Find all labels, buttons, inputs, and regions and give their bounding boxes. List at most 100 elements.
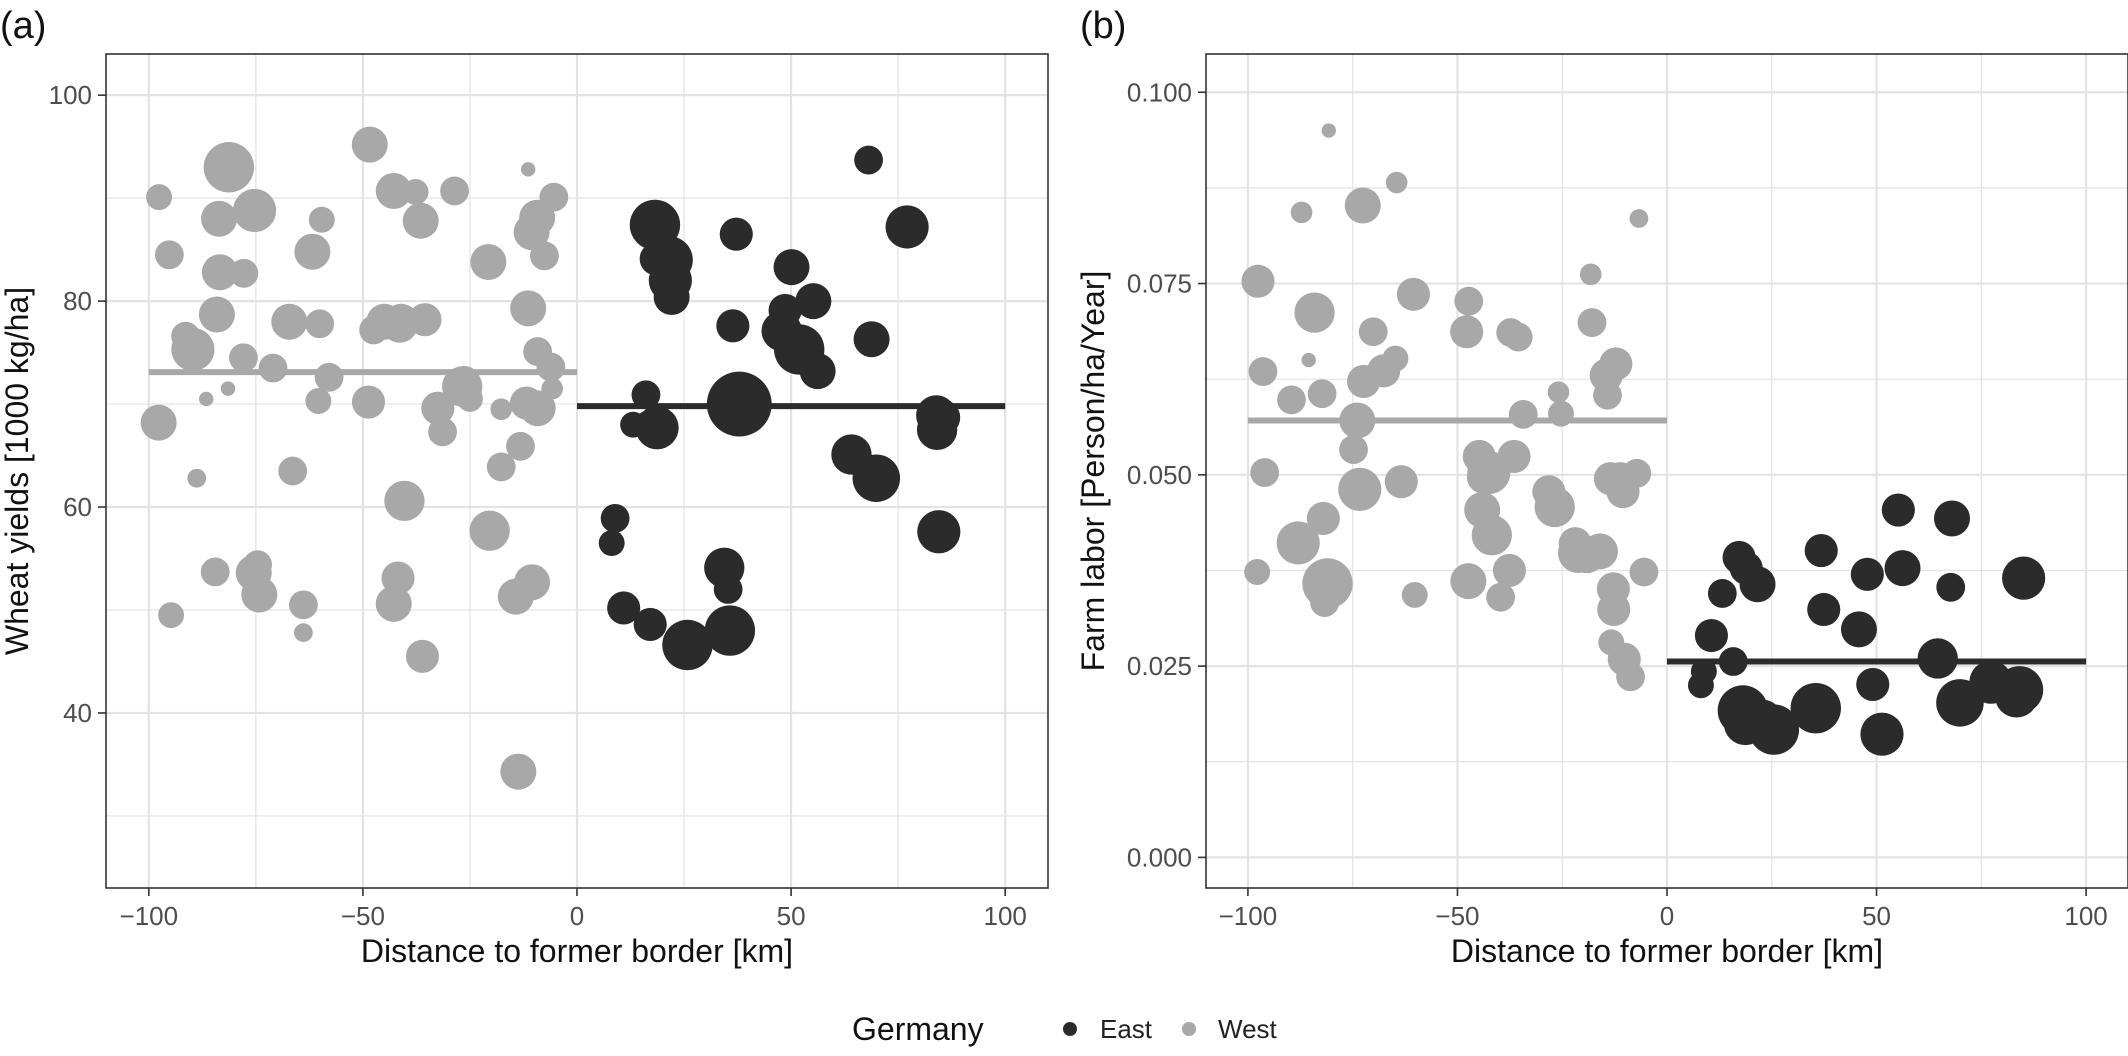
point-west bbox=[220, 381, 236, 396]
point-east bbox=[716, 309, 750, 343]
point-west bbox=[271, 303, 308, 340]
point-west bbox=[200, 557, 230, 587]
point-east bbox=[653, 278, 690, 315]
point-east bbox=[1694, 618, 1728, 653]
x-tick-label: 100 bbox=[983, 901, 1026, 931]
y-axis-b: 0.000 0.025 0.050 0.075 0.100 bbox=[1127, 77, 1206, 872]
point-west bbox=[308, 206, 335, 233]
point-west bbox=[510, 290, 547, 327]
point-west bbox=[1276, 521, 1320, 565]
point-east bbox=[635, 406, 679, 450]
point-west bbox=[514, 564, 551, 601]
y-tick-label: 0.000 bbox=[1127, 842, 1192, 872]
point-east bbox=[1917, 638, 1958, 679]
point-west bbox=[1450, 315, 1484, 349]
y-tick-label: 0.050 bbox=[1127, 460, 1192, 490]
y-axis-title-a: Wheat yields [1000 kg/ha] bbox=[0, 287, 35, 655]
point-west bbox=[305, 309, 335, 339]
point-west bbox=[1382, 345, 1409, 372]
point-west bbox=[1385, 171, 1408, 194]
x-tick-label: 50 bbox=[1862, 901, 1891, 931]
point-west bbox=[1358, 317, 1388, 347]
point-west bbox=[1454, 286, 1484, 316]
point-east bbox=[773, 249, 810, 286]
x-tick-label: −100 bbox=[1219, 901, 1278, 931]
point-west bbox=[198, 296, 235, 333]
y-tick-label: 80 bbox=[63, 286, 92, 316]
point-west bbox=[1471, 515, 1512, 556]
point-west bbox=[241, 576, 278, 613]
point-west bbox=[258, 353, 288, 383]
point-east bbox=[1995, 666, 2044, 714]
y-axis-a: 40 60 80 100 bbox=[49, 80, 106, 728]
point-east bbox=[854, 145, 883, 175]
point-west bbox=[1384, 465, 1418, 499]
x-axis-b: −100 −50 0 50 100 bbox=[1219, 888, 2108, 931]
panel-a: (a) −100 −50 0 50 100 40 60 80 100 Distance to … bbox=[0, 5, 1049, 969]
point-west bbox=[154, 240, 184, 270]
point-west bbox=[351, 385, 386, 419]
point-east bbox=[1718, 647, 1748, 676]
point-west bbox=[1579, 263, 1602, 286]
point-east bbox=[600, 503, 630, 533]
point-west bbox=[1497, 439, 1531, 474]
point-west bbox=[198, 391, 214, 407]
y-axis-title-b: Farm labor [Person/ha/Year] bbox=[1075, 271, 1111, 672]
point-west bbox=[402, 179, 429, 205]
point-east bbox=[713, 575, 743, 604]
point-east bbox=[1860, 712, 1904, 756]
point-east bbox=[719, 217, 753, 251]
point-west bbox=[294, 233, 331, 270]
point-east bbox=[917, 510, 961, 554]
point-west bbox=[140, 404, 177, 441]
x-tick-label: −50 bbox=[1435, 901, 1479, 931]
point-west bbox=[1547, 381, 1570, 403]
point-west bbox=[1290, 201, 1313, 224]
point-west bbox=[232, 188, 277, 233]
point-east bbox=[2002, 556, 2046, 600]
point-west bbox=[1250, 458, 1280, 487]
point-east bbox=[1840, 611, 1877, 648]
panel-b: (b) −100 −50 0 50 100 0.0000.0250.0500.0750.… bbox=[1075, 5, 2128, 969]
point-east bbox=[1790, 682, 1841, 734]
point-east bbox=[1748, 704, 1800, 755]
point-east bbox=[704, 605, 756, 656]
y-tick-label: 0.100 bbox=[1127, 77, 1192, 107]
point-east bbox=[1707, 579, 1737, 608]
point-west bbox=[375, 585, 412, 622]
x-tick-label: 0 bbox=[1660, 901, 1674, 931]
point-west bbox=[1577, 308, 1607, 337]
point-west bbox=[1508, 399, 1538, 429]
point-west bbox=[158, 602, 185, 629]
point-west bbox=[1492, 553, 1526, 588]
point-west bbox=[1503, 322, 1533, 352]
point-west bbox=[1401, 581, 1428, 608]
point-west bbox=[288, 590, 318, 620]
point-west bbox=[402, 202, 439, 239]
legend-east-swatch bbox=[1063, 1022, 1077, 1036]
legend-east-label: East bbox=[1100, 1014, 1153, 1044]
point-east bbox=[768, 293, 802, 327]
point-west bbox=[530, 241, 559, 271]
x-tick-label: 100 bbox=[2064, 901, 2107, 931]
point-east bbox=[607, 591, 641, 625]
point-west bbox=[187, 468, 207, 488]
point-west bbox=[1344, 187, 1381, 224]
x-axis-title-b: Distance to former border [km] bbox=[1451, 933, 1883, 969]
point-west bbox=[519, 390, 556, 427]
panel-a-tag: (a) bbox=[0, 5, 46, 47]
point-west bbox=[1486, 582, 1516, 612]
point-west bbox=[469, 510, 510, 551]
point-east bbox=[631, 380, 661, 410]
point-west bbox=[490, 398, 513, 421]
point-east bbox=[1884, 550, 1921, 587]
point-west bbox=[171, 327, 215, 372]
point-east bbox=[598, 530, 625, 557]
point-west bbox=[351, 126, 388, 163]
point-east bbox=[795, 283, 832, 320]
point-west bbox=[1306, 501, 1340, 535]
point-west bbox=[506, 431, 535, 461]
point-west bbox=[1301, 352, 1316, 368]
point-west bbox=[1548, 400, 1574, 427]
